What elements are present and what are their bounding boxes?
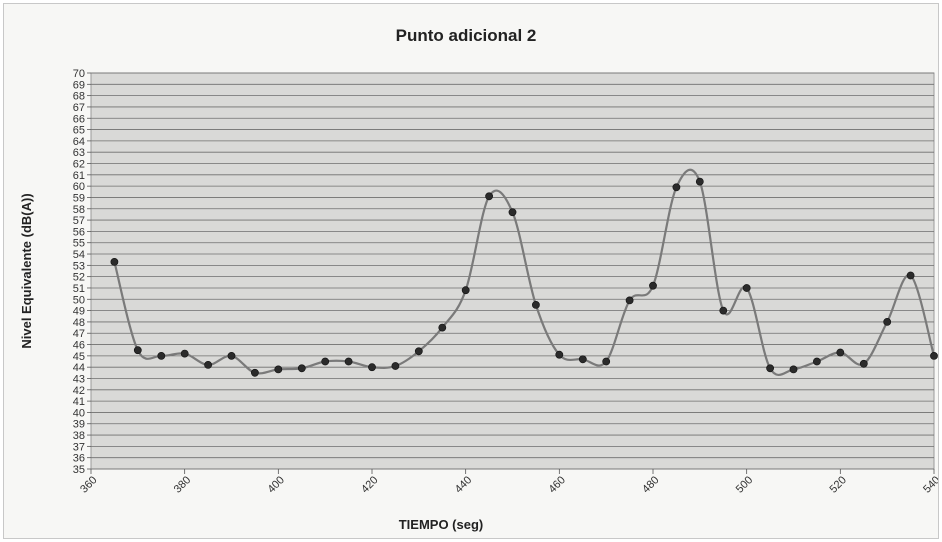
data-point [578, 355, 587, 364]
y-tick-label: 35 [73, 464, 85, 476]
data-point [555, 350, 564, 359]
y-tick-label: 55 [73, 238, 85, 250]
y-tick-label: 47 [73, 328, 85, 340]
x-axis-title: TIEMPO (seg) [399, 517, 484, 532]
data-point [602, 357, 611, 366]
y-tick-label: 49 [73, 306, 85, 318]
y-tick-label: 58 [73, 204, 85, 216]
x-tick-label: 400 [265, 474, 286, 495]
data-point [883, 317, 892, 326]
data-point [485, 192, 493, 201]
data-point [133, 346, 142, 355]
y-tick-label: 67 [73, 102, 85, 114]
x-tick-label: 440 [453, 474, 474, 495]
plot-area [90, 72, 935, 470]
y-tick-labels: 3536373839404142434445464748495051525354… [73, 68, 85, 476]
y-tick-label: 41 [73, 396, 85, 408]
y-tick-label: 68 [73, 91, 85, 103]
data-point [157, 351, 166, 360]
y-tick-label: 40 [73, 407, 85, 419]
data-point [344, 357, 353, 366]
data-point [695, 177, 704, 186]
y-tick-label: 44 [73, 362, 85, 374]
chart-title: Punto adicional 2 [396, 26, 537, 45]
y-tick-label: 50 [73, 294, 85, 306]
data-point [532, 300, 540, 309]
y-tick-label: 65 [73, 125, 85, 137]
y-tick-label: 60 [73, 181, 85, 193]
y-tick-label: 48 [73, 317, 85, 329]
x-tick-label: 480 [640, 474, 661, 495]
y-tick-label: 37 [73, 441, 85, 453]
y-tick-label: 45 [73, 351, 85, 363]
line-chart: 3536373839404142434445464748495051525354… [19, 26, 938, 532]
data-point [813, 357, 821, 366]
data-point [391, 362, 400, 370]
data-point [836, 348, 845, 357]
y-tick-label: 53 [73, 260, 85, 272]
series-layer [110, 168, 938, 377]
data-point [297, 364, 306, 373]
y-tick-label: 64 [73, 136, 85, 148]
data-point [508, 208, 517, 217]
data-point [625, 296, 634, 305]
data-point [672, 183, 681, 192]
data-point [204, 360, 212, 369]
data-point [414, 347, 423, 356]
x-tick-label: 420 [359, 474, 380, 495]
chart-frame: 35 36 37 38 39 40 41 42 43 44 45 46 47 48 49 50 51 52 53 54… [3, 3, 939, 539]
grid-lines [87, 72, 935, 474]
x-tick-label: 520 [827, 474, 848, 495]
x-tick-labels: 360 380 400 420 440 460 480 500 520 540 [78, 474, 938, 495]
y-tick-label: 46 [73, 340, 85, 352]
data-point [227, 351, 236, 360]
x-tick-label: 380 [172, 474, 193, 495]
data-point [906, 271, 915, 280]
y-tick-label: 69 [73, 79, 85, 91]
data-point [438, 323, 447, 332]
y-tick-label: 38 [73, 430, 85, 442]
y-tick-label: 62 [73, 159, 85, 171]
y-tick-label: 70 [73, 68, 85, 80]
data-point [859, 359, 868, 368]
data-point [110, 257, 119, 266]
data-point [766, 364, 774, 373]
y-tick-label: 39 [73, 419, 85, 431]
data-point [649, 281, 657, 290]
y-tick-label: 43 [73, 373, 85, 385]
y-tick-label: 61 [73, 170, 85, 182]
data-point [321, 357, 330, 366]
y-tick-label: 51 [73, 283, 85, 295]
data-point [789, 365, 798, 374]
y-tick-label: 57 [73, 215, 85, 227]
y-tick-label: 56 [73, 226, 85, 238]
y-tick-label: 63 [73, 147, 85, 159]
x-tick-label: 460 [546, 474, 567, 495]
y-axis-title: Nivel Equivalente (dB(A)) [19, 193, 34, 348]
y-tick-label: 59 [73, 192, 85, 204]
data-point [250, 368, 259, 377]
x-tick-label: 360 [78, 474, 99, 495]
data-point [461, 286, 470, 295]
data-point [930, 351, 938, 360]
y-tick-label: 36 [73, 453, 85, 465]
data-point [719, 306, 728, 315]
data-point [274, 365, 283, 374]
data-point [368, 363, 376, 372]
y-tick-label: 66 [73, 113, 85, 125]
y-tick-label: 52 [73, 272, 85, 284]
y-tick-label: 42 [73, 385, 85, 397]
y-tick-label: 54 [73, 249, 85, 261]
x-tick-label: 500 [734, 474, 755, 495]
data-point [742, 284, 751, 292]
x-tick-label: 540 [921, 474, 938, 495]
data-point [180, 349, 189, 358]
